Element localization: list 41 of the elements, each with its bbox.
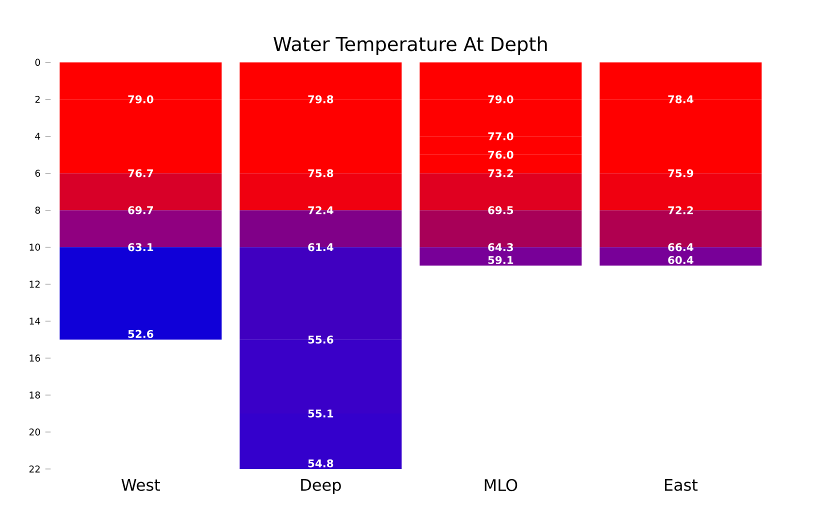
annotation: 75.9 <box>668 169 694 178</box>
annotation: 75.8 <box>308 169 334 178</box>
y-tick-label: 12 <box>30 280 40 288</box>
annotation: 55.1 <box>308 410 334 418</box>
x-tick-label: East <box>664 479 698 491</box>
annotation: 78.4 <box>668 95 694 104</box>
annotation: 54.8 <box>308 459 334 468</box>
annotation: 66.4 <box>668 243 694 252</box>
annotation: 69.7 <box>128 206 153 214</box>
x-tick-label: West <box>122 479 160 491</box>
annotation: 72.4 <box>308 206 334 214</box>
annotation: 73.2 <box>488 169 513 178</box>
y-tick-label: 18 <box>30 392 40 399</box>
annotation: 61.4 <box>308 243 334 252</box>
annotation: 72.2 <box>668 206 693 214</box>
y-tick-label: 8 <box>35 206 40 214</box>
y-tick-label: 2 <box>35 96 40 103</box>
annotation: 76.7 <box>128 169 153 178</box>
annotation: 77.0 <box>488 132 514 140</box>
annotation: 60.4 <box>668 256 694 264</box>
y-tick-label: 10 <box>30 244 40 251</box>
x-tick-label: Deep <box>301 479 341 494</box>
annotation: 79.8 <box>308 95 334 104</box>
y-tick-label: 4 <box>35 132 40 140</box>
y-tick-label: 20 <box>29 428 40 436</box>
annotation: 64.3 <box>488 243 513 252</box>
annotation: 63.1 <box>128 243 154 252</box>
annotation: 52.6 <box>128 330 154 338</box>
y-tick-label: 16 <box>30 354 40 362</box>
annotation: 55.6 <box>308 336 334 344</box>
annotation: 79.0 <box>488 95 514 104</box>
annotation: 76.0 <box>488 150 514 159</box>
y-tick-label: 14 <box>30 318 40 325</box>
y-tick-label: 0 <box>35 58 40 66</box>
x-tick-label: MLO <box>484 479 518 492</box>
chart-title: Water Temperature At Depth <box>274 36 547 55</box>
y-tick-label: 22 <box>29 466 40 472</box>
annotation: 59.1 <box>488 256 514 264</box>
y-tick-label: 6 <box>35 170 40 177</box>
annotation: 69.5 <box>488 206 514 214</box>
annotation: 79.0 <box>128 95 154 104</box>
